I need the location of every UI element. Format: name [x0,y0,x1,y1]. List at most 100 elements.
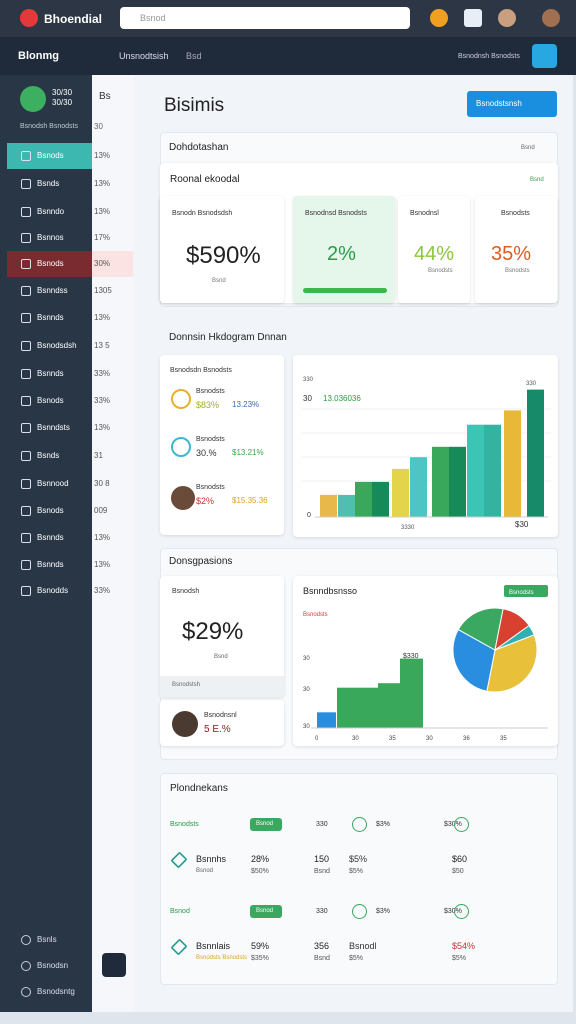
status-ring [171,437,191,457]
row-icon[interactable] [454,817,469,832]
profile-line: 30/30 [52,88,73,97]
row-cell: $60 [452,854,468,864]
card: Bsnodnsnl 5 E.% [160,700,284,746]
sidebar-values [92,75,133,1012]
nav-label: Bsnnds [37,560,64,569]
avatar [172,711,198,737]
chart-title: Bsnndbsnsso [303,586,357,596]
nav-item[interactable]: Bsnodsdsh [7,333,92,359]
nav-icon [21,151,31,161]
x-tick-label: 30 [352,736,359,742]
nav-bottom[interactable]: Bsnls [37,935,57,944]
row-cell: Bsnodl [349,941,377,951]
nav-item[interactable]: Bsnnds [7,552,92,578]
bar [392,468,409,517]
nav-item[interactable]: Bsnndsts [7,415,92,441]
nav-right: Bsnodnsh Bsnodsts [458,53,520,60]
x-tick-label: 35 [389,736,396,742]
nav-value: 13% [94,533,111,542]
nav-label: Bsnnood [37,479,69,488]
row-cell: 330 [316,821,328,828]
nav-label: Bsnods [37,151,64,160]
pie-slice [494,624,535,651]
status-badge[interactable]: Bsnod [250,905,282,918]
nav-item[interactable]: Bsnods [7,498,92,524]
nav-label: Bsnnos [37,233,64,242]
nav-item[interactable]: Bsnnos [7,225,92,251]
row-icon[interactable] [352,904,367,919]
nav-icon [21,533,31,543]
card-foot [160,676,284,697]
axis-label: 30 [303,656,310,662]
nav-action[interactable] [532,44,557,68]
kpi-sub: Bsnd [212,278,226,284]
kpi-value: 35% [491,243,532,265]
x-tick-label: 36 [463,736,470,742]
list-title: Bsnodsdn Bsnodsts [170,367,232,374]
badge-label: Bsnodsts [509,590,534,596]
kpi-label: Bsnodnsd Bsnodsts [305,210,367,217]
peak-label: $330 [403,653,419,660]
nav-item[interactable]: Bsnods [7,388,92,414]
fab[interactable] [102,953,126,977]
status-badge[interactable]: Bsnod [250,818,282,831]
nav-item[interactable]: Bsnnds [7,305,92,331]
nav-item[interactable]: Bsnds [7,171,92,197]
nav-icon [21,207,31,217]
top-icon[interactable] [464,9,482,27]
row-icon[interactable] [454,904,469,919]
primary-button[interactable]: Bsnodstsnsh [467,91,557,117]
nav-item[interactable]: Bsnnds [7,361,92,387]
card-sub: Bsnd [214,654,228,660]
axis-value: 13.036036 [323,394,361,403]
row-cell: $54% [452,941,476,951]
profile-caption: Bsnodsh Bsnodsts [20,123,78,130]
nav-link[interactable]: Bsd [186,51,202,61]
nav-icon [21,479,31,489]
nav-item[interactable]: Bsnndo [7,199,92,225]
nav-value: 13 5 [94,341,110,350]
nav-item[interactable]: Bsnods [7,143,92,169]
card: Bsnodnsl 44% Bsnodsts [398,196,470,303]
list-name: Bsnodsts [196,484,225,491]
nav-icon [21,506,31,516]
pie-slice [452,628,496,692]
nav-label: Bsnds [37,179,60,188]
bar [467,424,484,517]
search-box[interactable]: Bsnod [120,7,410,29]
row-cell: $3% [376,821,391,828]
nav-label: Bsnods [37,259,64,268]
bar [338,494,355,517]
bar [378,683,400,728]
list-change: $15.35.36 [232,496,268,505]
top-icon[interactable] [430,9,448,27]
nav-label: Bsnnds [37,533,64,542]
bar [527,389,544,517]
row-cell: $30% [444,821,462,828]
nav-item[interactable]: Bsnnds [7,525,92,551]
nav-item[interactable]: Bsnods [7,251,92,277]
search-text: Bsnod [140,13,166,23]
kpi-sub: Bsnodsts [428,268,453,274]
status-ring [171,389,191,409]
axis-label: 30 [303,394,312,403]
nav-bottom[interactable]: Bsnodsntg [37,987,75,996]
person-name: Bsnodnsnl [204,712,237,719]
nav-item[interactable]: Bsnodds [7,578,92,604]
card-foot-text: Bsnodstsh [172,682,201,688]
row-cell: $3% [376,908,391,915]
nav-link[interactable]: Unsnodtsish [119,51,169,61]
bar [504,410,521,517]
avatar[interactable] [498,9,516,27]
nav-item[interactable]: Bsnndss [7,278,92,304]
progress-bar [303,288,387,293]
caption-value: 30 [94,122,103,131]
avatar[interactable] [542,9,560,27]
row-icon[interactable] [352,817,367,832]
bar [400,658,423,728]
nav-item[interactable]: Bsnnood [7,471,92,497]
nav-item[interactable]: Bsnds [7,443,92,469]
list-name: Bsnodsts [196,388,225,395]
nav-bottom[interactable]: Bsnodsn [37,961,69,970]
